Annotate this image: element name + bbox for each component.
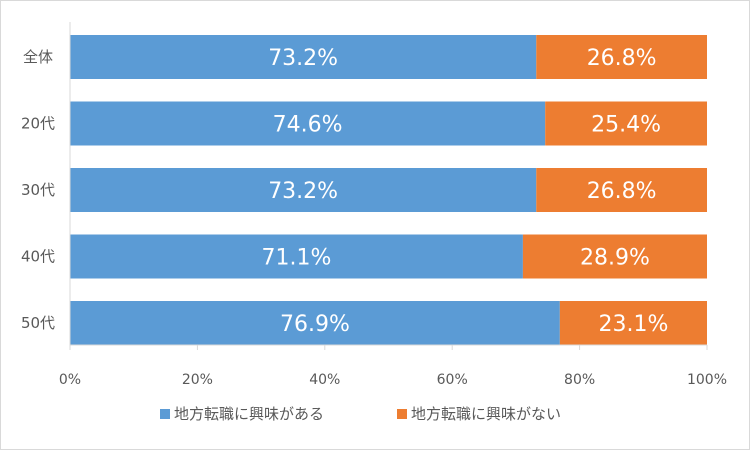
category-label: 20代	[21, 115, 55, 133]
data-label: 76.9%	[280, 312, 350, 337]
bar-segment-1-1	[70, 35, 537, 79]
bar-segment-2-4	[522, 234, 707, 279]
category-label: 50代	[21, 314, 55, 332]
legend-swatch-2	[397, 409, 407, 419]
x-tick-label: 100%	[687, 372, 727, 388]
data-label: 26.8%	[587, 179, 657, 204]
bar-segment-2-2	[545, 101, 707, 146]
legend: 地方転職に興味がある 地方転職に興味がない	[160, 405, 561, 423]
legend-label: 地方転職に興味がある	[174, 405, 324, 423]
category-label: 40代	[21, 248, 55, 266]
x-tick-label: 60%	[437, 372, 468, 388]
bar-segment-2-5	[559, 301, 707, 345]
data-label: 25.4%	[591, 113, 661, 138]
data-label: 26.8%	[587, 46, 657, 71]
bar-segment-1-5	[70, 301, 560, 345]
data-label: 28.9%	[580, 246, 650, 271]
data-label: 73.2%	[268, 179, 338, 204]
category-label: 30代	[21, 181, 55, 199]
x-axis: 0% 20% 40% 60% 80% 100%	[59, 22, 727, 388]
bar-segment-1-2	[70, 101, 546, 146]
bar-segment-1-3	[70, 168, 537, 212]
legend-label: 地方転職に興味がない	[411, 405, 561, 423]
data-label: 74.6%	[273, 113, 343, 138]
legend-swatch-1	[160, 409, 170, 419]
bar-segment-2-3	[536, 168, 707, 212]
x-tick-label: 40%	[309, 372, 340, 388]
category-labels: 全体 20代 30代 40代 50代	[21, 48, 55, 332]
data-label: 23.1%	[598, 312, 668, 337]
data-label: 73.2%	[268, 46, 338, 71]
x-tick-label: 20%	[182, 372, 213, 388]
bars-group: 73.2% 26.8% 74.6% 25.4% 73.2% 26.8% 71.1% 28.9%…	[70, 35, 707, 345]
bar-segment-2-1	[536, 35, 707, 79]
bar-segment-1-4	[70, 234, 523, 279]
category-label: 全体	[23, 48, 53, 66]
x-tick-label: 80%	[564, 372, 595, 388]
data-label: 71.1%	[262, 246, 332, 271]
x-tick-label: 0%	[59, 372, 81, 388]
